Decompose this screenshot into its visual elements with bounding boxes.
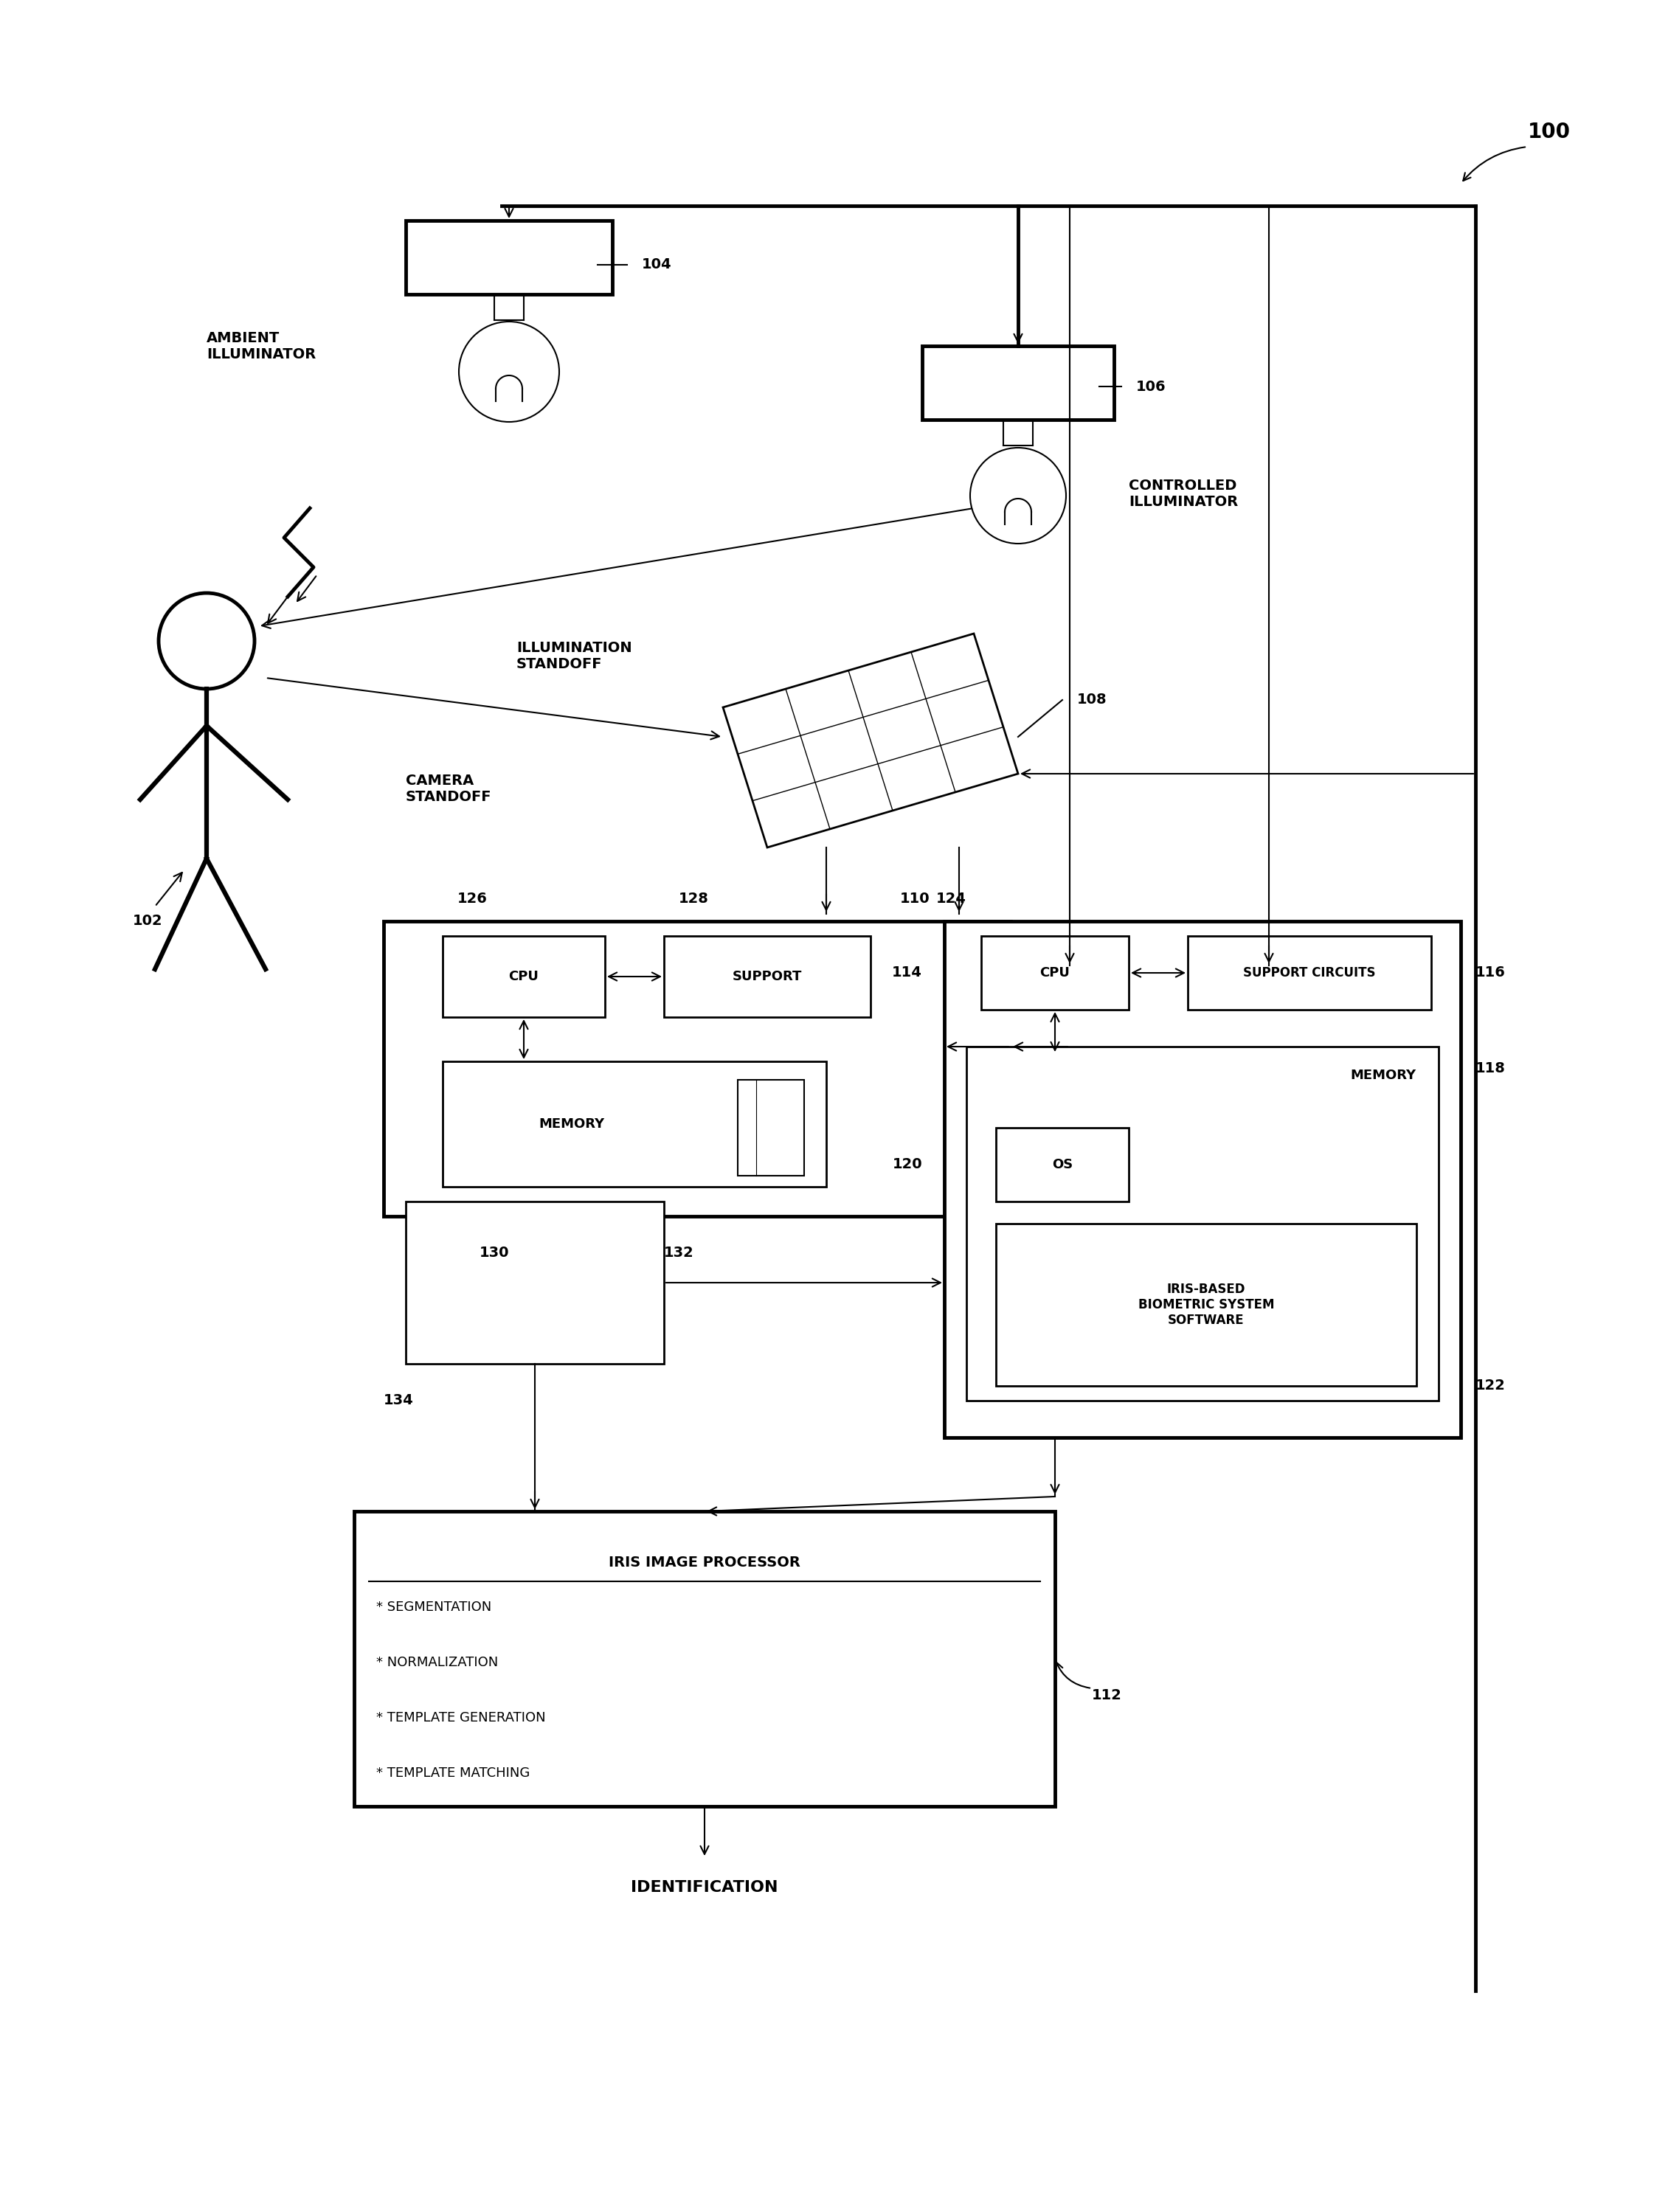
Text: 132: 132 xyxy=(663,1245,695,1261)
Text: 116: 116 xyxy=(1475,967,1505,980)
Text: CONTROLLED
ILLUMINATOR: CONTROLLED ILLUMINATOR xyxy=(1128,478,1239,509)
Text: 104: 104 xyxy=(642,259,672,272)
Text: 128: 128 xyxy=(678,891,710,907)
Bar xyxy=(384,920,1011,1217)
Text: MEMORY: MEMORY xyxy=(539,1117,604,1130)
Text: 106: 106 xyxy=(1136,380,1166,394)
Bar xyxy=(663,936,870,1018)
Bar xyxy=(405,221,612,294)
Bar xyxy=(981,936,1128,1009)
Text: 100: 100 xyxy=(1528,122,1571,142)
Bar xyxy=(966,1046,1439,1400)
Text: CPU: CPU xyxy=(509,969,539,982)
Text: * NORMALIZATION: * NORMALIZATION xyxy=(375,1657,498,1670)
Text: 134: 134 xyxy=(384,1394,414,1407)
Text: IRIS-BASED
BIOMETRIC SYSTEM
SOFTWARE: IRIS-BASED BIOMETRIC SYSTEM SOFTWARE xyxy=(1138,1283,1274,1327)
Text: MEMORY: MEMORY xyxy=(1351,1068,1416,1082)
Text: 126: 126 xyxy=(458,891,488,907)
Text: 108: 108 xyxy=(1077,692,1107,708)
Text: IRIS IMAGE PROCESSOR: IRIS IMAGE PROCESSOR xyxy=(609,1555,801,1571)
Text: * TEMPLATE MATCHING: * TEMPLATE MATCHING xyxy=(375,1767,529,1781)
Text: * TEMPLATE GENERATION: * TEMPLATE GENERATION xyxy=(375,1712,546,1725)
Text: 114: 114 xyxy=(892,967,923,980)
Text: IDENTIFICATION: IDENTIFICATION xyxy=(630,1880,777,1896)
Text: 130: 130 xyxy=(480,1245,509,1261)
Text: 118: 118 xyxy=(1475,1062,1505,1075)
Bar xyxy=(1188,936,1431,1009)
Text: * SEGMENTATION: * SEGMENTATION xyxy=(375,1601,491,1615)
Bar xyxy=(923,345,1115,420)
Text: SUPPORT: SUPPORT xyxy=(733,969,802,982)
Text: 110: 110 xyxy=(900,891,930,907)
Bar xyxy=(443,1062,827,1188)
Text: 102: 102 xyxy=(132,914,162,929)
Text: SUPPORT CIRCUITS: SUPPORT CIRCUITS xyxy=(1244,967,1376,980)
Text: 124: 124 xyxy=(936,891,966,907)
Text: 112: 112 xyxy=(1092,1688,1121,1703)
Bar xyxy=(738,1079,804,1177)
Bar xyxy=(354,1511,1055,1807)
Text: CAMERA
STANDOFF: CAMERA STANDOFF xyxy=(405,774,491,803)
Text: ILLUMINATION
STANDOFF: ILLUMINATION STANDOFF xyxy=(516,641,632,670)
Text: 120: 120 xyxy=(892,1157,923,1172)
Text: 122: 122 xyxy=(1475,1378,1505,1394)
Text: AMBIENT
ILLUMINATOR: AMBIENT ILLUMINATOR xyxy=(207,332,316,361)
Bar xyxy=(443,936,605,1018)
Bar xyxy=(996,1128,1128,1201)
Text: CPU: CPU xyxy=(1040,967,1070,980)
Bar xyxy=(405,1201,663,1365)
Text: OS: OS xyxy=(1052,1159,1073,1172)
Bar xyxy=(944,920,1460,1438)
Bar xyxy=(996,1223,1416,1387)
